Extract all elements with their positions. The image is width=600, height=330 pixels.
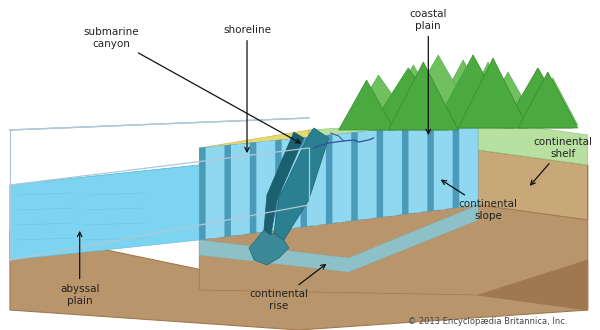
Polygon shape (237, 144, 244, 235)
Polygon shape (466, 121, 472, 207)
Polygon shape (389, 128, 396, 216)
Polygon shape (301, 137, 307, 227)
Polygon shape (309, 120, 587, 165)
Text: continental
rise: continental rise (250, 265, 325, 311)
Polygon shape (433, 55, 513, 128)
Polygon shape (199, 205, 587, 295)
Polygon shape (326, 135, 332, 224)
Polygon shape (428, 60, 498, 125)
Text: submarine
canyon: submarine canyon (84, 27, 300, 143)
Polygon shape (199, 148, 206, 240)
Text: abyssal
plain: abyssal plain (60, 232, 100, 306)
Polygon shape (508, 68, 568, 125)
Polygon shape (528, 78, 578, 125)
Polygon shape (274, 128, 329, 240)
Polygon shape (10, 165, 199, 260)
Polygon shape (458, 58, 528, 128)
Polygon shape (364, 131, 370, 219)
Polygon shape (249, 230, 289, 265)
Polygon shape (478, 72, 538, 125)
Polygon shape (398, 55, 478, 125)
Text: continental
shelf: continental shelf (530, 137, 592, 185)
Polygon shape (433, 55, 473, 128)
Polygon shape (338, 133, 345, 222)
Polygon shape (402, 127, 409, 214)
Polygon shape (10, 230, 587, 330)
Polygon shape (453, 122, 459, 208)
Polygon shape (338, 80, 394, 130)
Polygon shape (518, 72, 578, 128)
Polygon shape (275, 140, 281, 230)
Polygon shape (288, 139, 294, 229)
Polygon shape (377, 130, 383, 218)
Polygon shape (352, 132, 358, 221)
Polygon shape (313, 136, 320, 226)
Text: © 2013 Encyclopædia Britannica, Inc.: © 2013 Encyclopædia Britannica, Inc. (409, 317, 568, 326)
Polygon shape (368, 68, 448, 130)
Polygon shape (349, 75, 413, 125)
Text: shoreline: shoreline (223, 25, 271, 152)
Polygon shape (250, 142, 256, 234)
Polygon shape (368, 68, 409, 130)
Polygon shape (309, 150, 587, 220)
Polygon shape (440, 123, 446, 210)
Polygon shape (427, 124, 434, 211)
Polygon shape (263, 141, 269, 232)
Polygon shape (415, 126, 421, 213)
Polygon shape (388, 62, 458, 130)
Text: continental
slope: continental slope (442, 180, 518, 221)
Polygon shape (503, 68, 573, 128)
Polygon shape (224, 145, 231, 237)
Polygon shape (212, 146, 218, 238)
Polygon shape (199, 130, 309, 165)
Polygon shape (199, 205, 478, 272)
Text: coastal
plain: coastal plain (410, 9, 447, 134)
Polygon shape (458, 62, 518, 125)
Polygon shape (264, 132, 304, 235)
Polygon shape (199, 120, 478, 240)
Polygon shape (10, 150, 309, 240)
Polygon shape (379, 65, 448, 125)
Polygon shape (478, 150, 587, 310)
